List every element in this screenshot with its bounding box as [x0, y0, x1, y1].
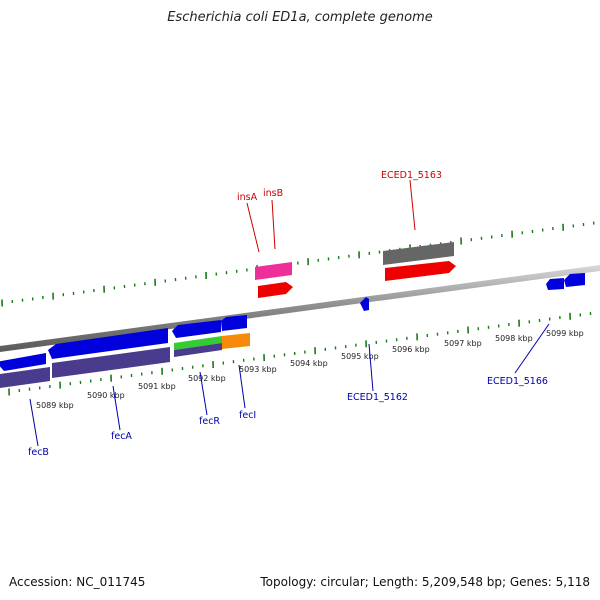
fecI-leader — [238, 364, 246, 409]
scale-label: 5092 kbp — [188, 374, 226, 383]
lower-strand-features — [0, 273, 585, 388]
eced5163-leader — [409, 179, 416, 231]
fecA-arrow[interactable] — [48, 328, 168, 359]
scale-label: 5098 kbp — [495, 334, 533, 343]
ECED1_5166-feature-b[interactable] — [564, 273, 585, 287]
fecB-label[interactable]: fecB — [28, 447, 49, 458]
insA-feature[interactable] — [255, 262, 292, 280]
ECED1_5162-feature[interactable] — [360, 297, 369, 311]
fecI-orange-bar[interactable] — [222, 333, 250, 349]
fecR-gene-bar[interactable] — [174, 343, 222, 357]
fecR-leader — [199, 371, 208, 416]
fecR-arrow[interactable] — [172, 320, 221, 338]
fecI-arrow[interactable] — [221, 315, 247, 331]
fecB-arrow-left[interactable] — [0, 353, 46, 371]
fecB-gene-bar[interactable] — [0, 367, 50, 388]
eced5162-label[interactable]: ECED1_5162 — [347, 392, 408, 403]
fecA-leader — [112, 385, 121, 431]
ECED1_5166-feature-a[interactable] — [546, 278, 564, 290]
scale-label: 5091 kbp — [138, 382, 176, 391]
scale-labels: 5089 kbp 5090 kbp 5091 kbp 5092 kbp 5093… — [36, 329, 584, 410]
lower-scale-ticks — [8, 311, 592, 396]
scale-label: 5099 kbp — [546, 329, 584, 338]
insA-label[interactable]: insA — [237, 192, 258, 203]
scale-label: 5090 kbp — [87, 391, 125, 400]
scale-label: 5093 kbp — [239, 365, 277, 374]
eced5162-leader — [368, 343, 374, 392]
insB-label[interactable]: insB — [263, 188, 283, 199]
eced5166-leader — [514, 323, 550, 374]
fecI-label[interactable]: fecI — [239, 410, 256, 421]
scale-label: 5097 kbp — [444, 339, 482, 348]
scale-label: 5096 kbp — [392, 345, 430, 354]
accession-text: Accession: NC_011745 — [9, 575, 146, 589]
insA-leader — [246, 202, 260, 253]
fecB-leader — [29, 398, 39, 447]
eced5163-label[interactable]: ECED1_5163 — [381, 170, 442, 181]
scale-label: 5094 kbp — [290, 359, 328, 368]
fecA-gene-bar[interactable] — [52, 347, 170, 378]
genome-title: Escherichia coli ED1a, complete genome — [167, 10, 433, 25]
fecR-label[interactable]: fecR — [199, 416, 220, 427]
gene-labels: insA insB ECED1_5163 fecB fecA fecR fecI… — [28, 170, 548, 458]
eced5166-label[interactable]: ECED1_5166 — [487, 376, 548, 387]
fecA-label[interactable]: fecA — [111, 431, 132, 442]
genome-backbone — [0, 265, 600, 352]
insB-feature[interactable] — [258, 282, 293, 298]
scale-label: 5089 kbp — [36, 401, 74, 410]
label-leaders — [29, 179, 550, 447]
upper-scale-ticks — [1, 221, 595, 307]
ECED1_5163-gray-feature[interactable] — [383, 242, 454, 265]
genome-summary-text: Topology: circular; Length: 5,209,548 bp… — [260, 575, 590, 589]
scale-label: 5095 kbp — [341, 352, 379, 361]
fecR-green-bar[interactable] — [174, 336, 222, 350]
ECED1_5163-feature[interactable] — [385, 261, 456, 281]
upper-strand-features — [255, 242, 456, 298]
insB-leader — [271, 199, 276, 250]
